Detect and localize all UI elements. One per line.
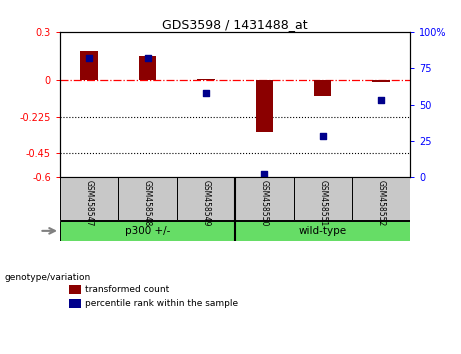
Bar — [352, 177, 410, 221]
Text: percentile rank within the sample: percentile rank within the sample — [85, 299, 238, 308]
Text: transformed count: transformed count — [85, 285, 170, 294]
Bar — [80, 51, 98, 80]
Point — [260, 171, 268, 177]
Text: GSM458551: GSM458551 — [318, 180, 327, 226]
Text: GSM458550: GSM458550 — [260, 180, 269, 226]
Point — [319, 134, 326, 139]
Bar — [235, 177, 294, 221]
Text: p300 +/-: p300 +/- — [125, 226, 170, 236]
Bar — [372, 80, 390, 82]
Bar — [235, 221, 410, 241]
Title: GDS3598 / 1431488_at: GDS3598 / 1431488_at — [162, 18, 308, 31]
Text: wild-type: wild-type — [299, 226, 347, 236]
Bar — [118, 177, 177, 221]
Bar — [139, 56, 156, 80]
Bar — [314, 80, 331, 96]
Text: GSM458547: GSM458547 — [85, 180, 94, 226]
Bar — [255, 80, 273, 132]
Bar — [60, 221, 235, 241]
Text: GSM458548: GSM458548 — [143, 180, 152, 226]
Bar — [197, 79, 215, 80]
Bar — [294, 177, 352, 221]
Text: genotype/variation: genotype/variation — [5, 273, 91, 282]
Bar — [177, 177, 235, 221]
Point — [85, 55, 93, 61]
Point — [202, 90, 210, 96]
Text: GSM458552: GSM458552 — [377, 180, 385, 226]
Bar — [60, 177, 118, 221]
Text: GSM458549: GSM458549 — [201, 180, 210, 226]
Point — [378, 97, 385, 103]
Point — [144, 55, 151, 61]
